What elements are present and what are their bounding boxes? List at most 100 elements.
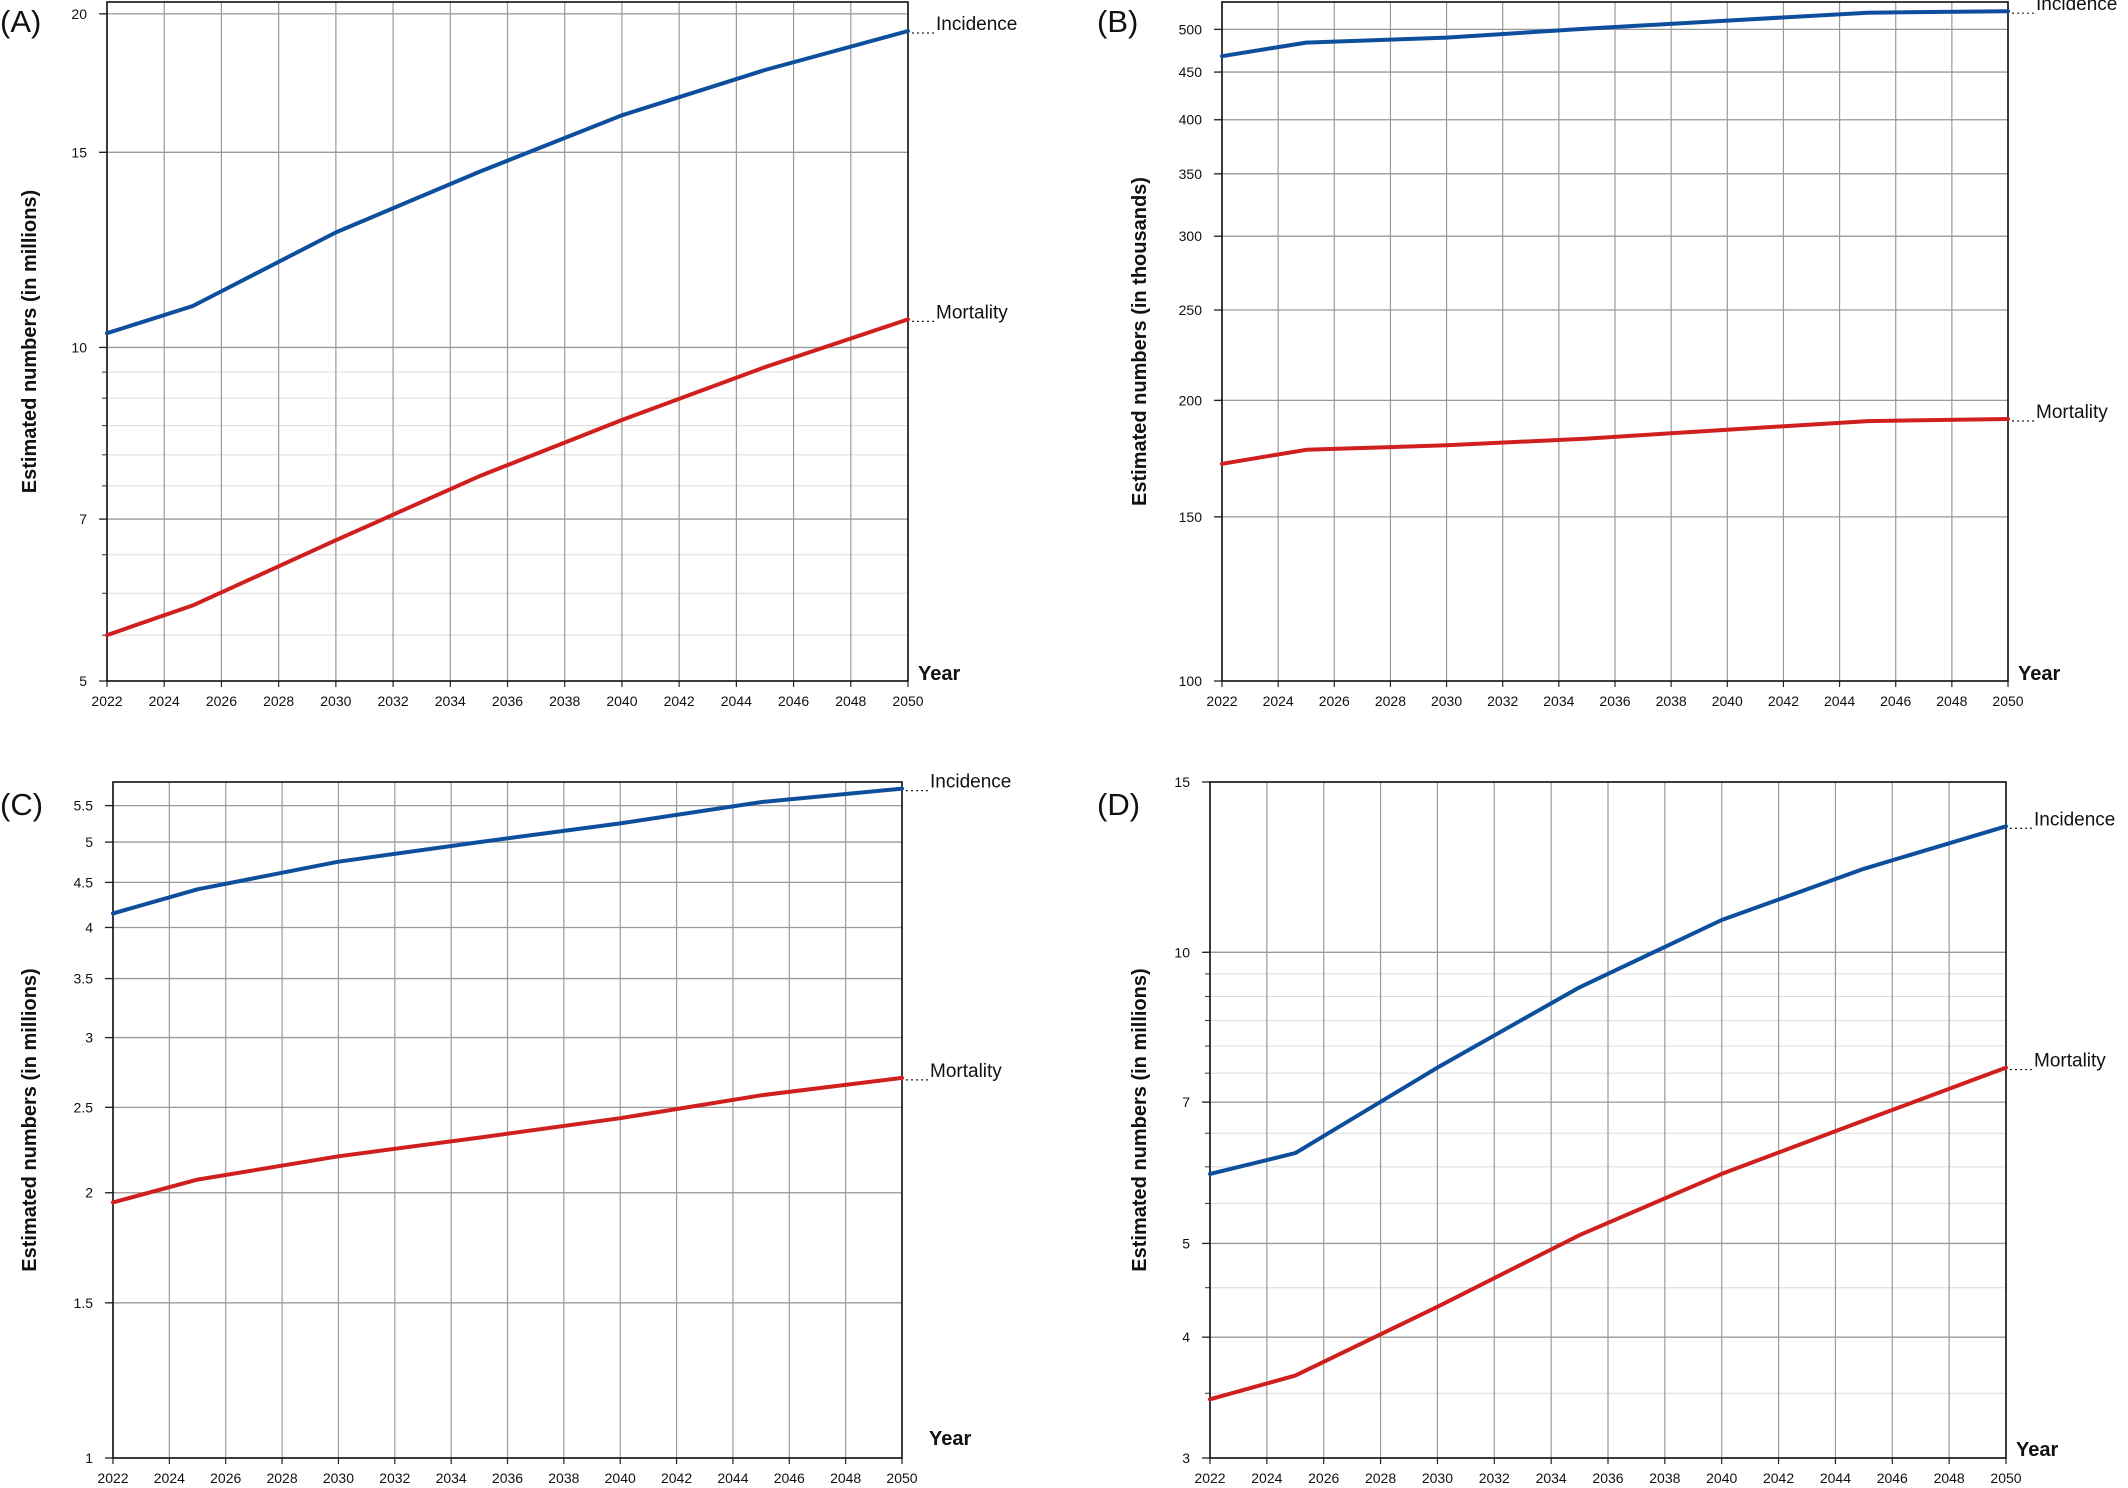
x-axis-label: Year <box>918 663 960 685</box>
x-tick-label: 2022 <box>1194 1470 1225 1486</box>
y-tick-label: 15 <box>71 144 87 160</box>
x-tick-label: 2038 <box>549 693 580 709</box>
y-tick-label: 7 <box>79 511 87 527</box>
chart-panel-1: (A) 5 7 10 15 20 2022 2024 2026 2028 2030 2032 2034 2… <box>0 1 1017 709</box>
y-tick-label: 400 <box>1179 112 1203 128</box>
x-tick-label: 2030 <box>320 693 351 709</box>
y-tick-label: 2.5 <box>74 1099 94 1115</box>
x-tick-label: 2026 <box>1319 693 1350 709</box>
x-tick-label: 2050 <box>1992 693 2023 709</box>
series-label: Mortality <box>2036 402 2108 423</box>
series-label: Incidence <box>2034 809 2115 830</box>
x-tick-label: 2050 <box>892 693 923 709</box>
x-tick-label: 2040 <box>1706 1470 1737 1486</box>
y-tick-label: 200 <box>1179 392 1203 408</box>
x-tick-label: 2024 <box>154 1470 185 1486</box>
y-tick-label: 3 <box>85 1030 93 1046</box>
x-tick-label: 2028 <box>266 1470 297 1486</box>
x-tick-label: 2038 <box>548 1470 579 1486</box>
y-tick-label: 5.5 <box>74 798 94 814</box>
y-tick-label: 10 <box>1174 944 1190 960</box>
plot-frame <box>112 781 903 1459</box>
plot-frame <box>106 1 909 682</box>
y-tick-label: 1.5 <box>74 1295 94 1311</box>
x-tick-label: 2048 <box>1934 1470 1965 1486</box>
minor-gridlines <box>1217 28 2008 682</box>
y-axis-label: Estimated numbers (in millions) <box>1129 968 1151 1271</box>
minor-gridlines <box>108 805 902 1459</box>
x-tick-label: 2028 <box>263 693 294 709</box>
x-tick-label: 2036 <box>1592 1470 1623 1486</box>
x-tick-label: 2042 <box>1768 693 1799 709</box>
y-tick-label: 5 <box>1182 1235 1190 1251</box>
x-tick-label: 2036 <box>492 1470 523 1486</box>
x-tick-label: 2042 <box>661 1470 692 1486</box>
x-tick-label: 2042 <box>664 693 695 709</box>
y-tick-label: 3.5 <box>74 971 94 987</box>
x-tick-label: 2026 <box>206 693 237 709</box>
x-tick-label: 2024 <box>1263 693 1294 709</box>
x-tick-label: 2034 <box>436 1470 467 1486</box>
x-tick-label: 2046 <box>774 1470 805 1486</box>
x-tick-label: 2022 <box>91 693 122 709</box>
x-axis-label: Year <box>2018 663 2060 685</box>
minor-gridlines <box>1205 781 2006 1459</box>
y-tick-label: 1 <box>85 1450 93 1466</box>
y-tick-label: 100 <box>1179 673 1203 689</box>
panel-letter: (D) <box>1097 787 1140 822</box>
x-tick-label: 2048 <box>835 693 866 709</box>
x-tick-label: 2034 <box>1543 693 1574 709</box>
x-tick-label: 2040 <box>605 1470 636 1486</box>
y-tick-label: 500 <box>1179 21 1203 37</box>
x-tick-label: 2030 <box>1422 1470 1453 1486</box>
x-tick-label: 2022 <box>97 1470 128 1486</box>
x-tick-label: 2036 <box>492 693 523 709</box>
x-tick-label: 2044 <box>1820 1470 1851 1486</box>
y-tick-label: 250 <box>1179 302 1203 318</box>
y-tick-label: 4.5 <box>74 874 94 890</box>
x-tick-label: 2050 <box>1990 1470 2021 1486</box>
x-axis-label: Year <box>2016 1439 2058 1461</box>
x-tick-label: 2034 <box>435 693 466 709</box>
x-tick-label: 2044 <box>721 693 752 709</box>
x-tick-label: 2040 <box>606 693 637 709</box>
y-tick-label: 15 <box>1174 774 1190 790</box>
y-tick-label: 5 <box>79 673 87 689</box>
series-label: Mortality <box>936 302 1008 323</box>
y-tick-label: 7 <box>1182 1094 1190 1110</box>
panel-letter: (A) <box>0 4 41 39</box>
x-tick-label: 2046 <box>1877 1470 1908 1486</box>
x-tick-label: 2044 <box>717 1470 748 1486</box>
y-tick-label: 4 <box>85 919 93 935</box>
x-tick-label: 2048 <box>830 1470 861 1486</box>
x-tick-label: 2030 <box>323 1470 354 1486</box>
x-tick-label: 2032 <box>1487 693 1518 709</box>
series-label: Incidence <box>936 14 1017 35</box>
x-tick-label: 2034 <box>1536 1470 1567 1486</box>
plot-frame <box>1221 1 2009 682</box>
x-tick-label: 2032 <box>377 693 408 709</box>
series-label: Incidence <box>2036 0 2117 15</box>
series-label: Mortality <box>2034 1051 2106 1072</box>
x-tick-label: 2022 <box>1206 693 1237 709</box>
y-tick-label: 5 <box>85 834 93 850</box>
y-tick-label: 350 <box>1179 166 1203 182</box>
x-tick-label: 2048 <box>1936 693 1967 709</box>
y-axis-label: Estimated numbers (in millions) <box>19 968 41 1271</box>
x-tick-label: 2026 <box>1308 1470 1339 1486</box>
y-tick-label: 2 <box>85 1185 93 1201</box>
x-tick-label: 2030 <box>1431 693 1462 709</box>
chart-panel-4: (D) 3 4 5 7 10 15 2022 2024 2026 2028 2030 2032 2034 2… <box>1097 774 2115 1486</box>
x-tick-label: 2050 <box>886 1470 917 1486</box>
panel-letter: (C) <box>0 787 43 822</box>
y-tick-label: 150 <box>1179 509 1203 525</box>
y-tick-label: 10 <box>71 339 87 355</box>
chart-panel-2: (B) 100 150 200 250 300 350 400 450 500 2022 2024 20… <box>1097 0 2117 709</box>
plot-frame <box>1209 781 2007 1459</box>
x-tick-label: 2024 <box>1251 1470 1282 1486</box>
y-tick-label: 450 <box>1179 64 1203 80</box>
x-tick-label: 2028 <box>1365 1470 1396 1486</box>
x-tick-label: 2038 <box>1649 1470 1680 1486</box>
x-tick-label: 2032 <box>379 1470 410 1486</box>
